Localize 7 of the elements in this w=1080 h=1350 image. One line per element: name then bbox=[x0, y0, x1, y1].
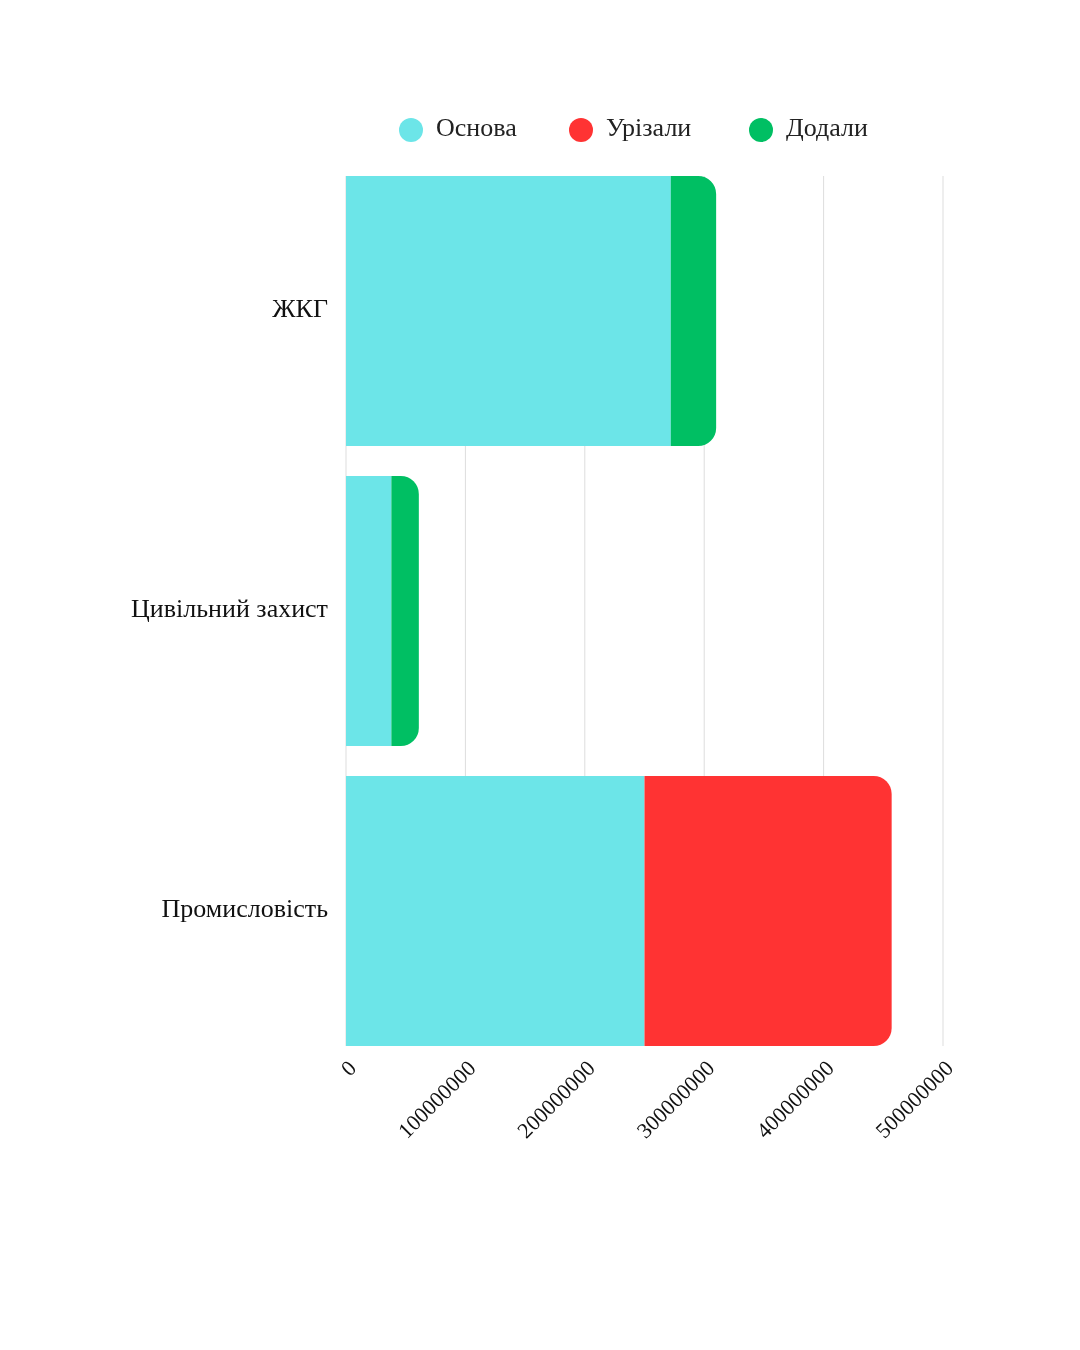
y-tick-label: ЖКГ bbox=[272, 293, 328, 323]
legend-label: Додали bbox=[786, 112, 868, 142]
legend-label: Основа bbox=[436, 112, 518, 142]
y-tick-label: Промисловість bbox=[161, 893, 329, 923]
x-tick-label: 0 bbox=[335, 1055, 362, 1081]
legend-label: Урізали bbox=[606, 112, 692, 142]
y-tick-label: Цивільний захист bbox=[131, 593, 328, 623]
